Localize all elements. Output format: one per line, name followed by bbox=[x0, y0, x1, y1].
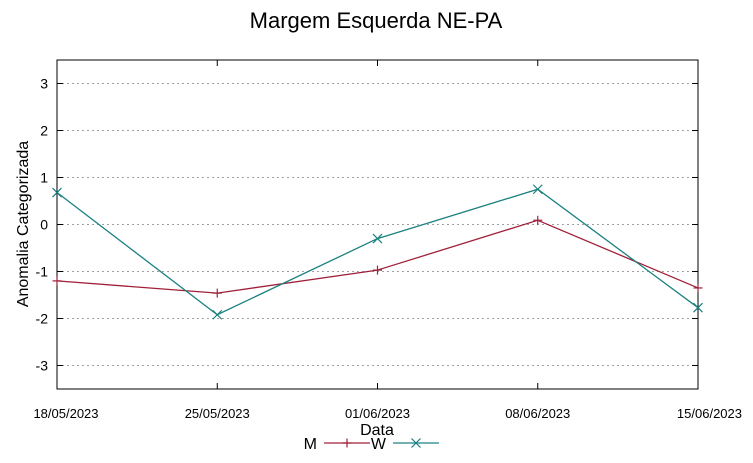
x-tick-label: 15/06/2023 bbox=[677, 406, 742, 421]
y-tick-label: -1 bbox=[36, 264, 49, 280]
y-tick-label: -3 bbox=[36, 358, 49, 374]
plus-marker bbox=[373, 265, 382, 275]
series-W bbox=[52, 184, 703, 320]
cross-marker bbox=[532, 184, 543, 195]
y-tick-label: 3 bbox=[40, 76, 48, 92]
plus-marker bbox=[693, 283, 703, 293]
x-tick-label: 01/06/2023 bbox=[345, 406, 410, 421]
cross-marker bbox=[372, 233, 383, 244]
data-series bbox=[52, 184, 703, 320]
cross-marker bbox=[411, 438, 421, 448]
x-tick-label: 25/05/2023 bbox=[185, 406, 250, 421]
cross-marker bbox=[212, 309, 223, 320]
plus-marker bbox=[342, 438, 352, 448]
y-axis-label: Anomalia Categorizada bbox=[15, 141, 32, 307]
legend-label: W bbox=[371, 436, 387, 453]
series-line bbox=[56, 188, 699, 316]
gridlines bbox=[57, 83, 698, 366]
chart-title: Margem Esquerda NE-PA bbox=[250, 8, 503, 33]
x-tick-label: 18/05/2023 bbox=[33, 406, 98, 421]
series-line bbox=[56, 219, 699, 294]
plus-marker bbox=[533, 215, 543, 225]
y-tick-label: 2 bbox=[40, 123, 48, 139]
legend-label: M bbox=[304, 436, 317, 453]
series-M bbox=[52, 215, 703, 298]
y-axis-ticks: 3 2 1 0 -1 -2 -3 bbox=[36, 76, 698, 374]
legend-entry-M: M bbox=[304, 436, 370, 453]
legend-entry-W: W bbox=[371, 436, 439, 453]
cross-marker bbox=[52, 187, 62, 198]
cross-marker bbox=[693, 302, 703, 313]
y-tick-label: 0 bbox=[40, 217, 48, 233]
plus-marker bbox=[52, 276, 62, 286]
plus-marker bbox=[212, 288, 222, 298]
x-tick-label: 08/06/2023 bbox=[505, 406, 570, 421]
x-axis-label: Data bbox=[360, 422, 394, 439]
x-axis-ticks: 18/05/2023 25/05/2023 01/06/2023 08/06/2023… bbox=[33, 60, 742, 421]
y-tick-label: -2 bbox=[36, 311, 49, 327]
y-tick-label: 1 bbox=[40, 170, 48, 186]
